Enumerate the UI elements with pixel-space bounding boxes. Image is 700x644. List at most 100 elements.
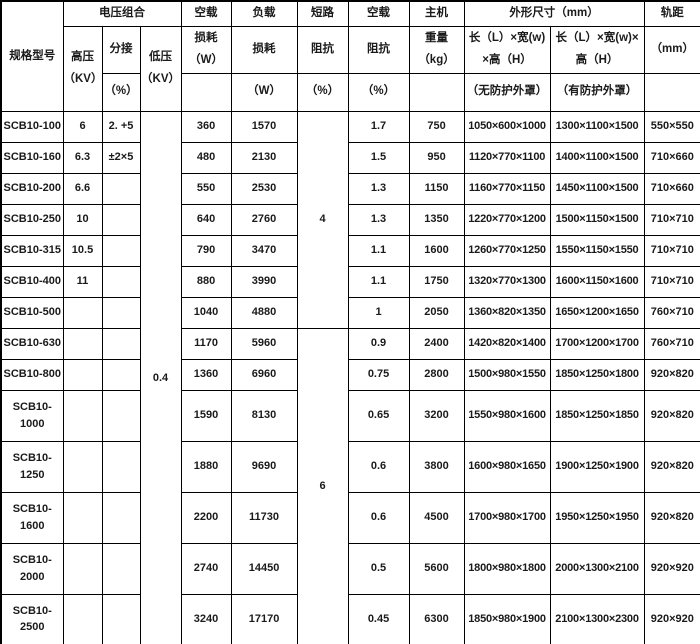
hv-cell [62,440,103,493]
noload-impedance-cell: 1.1 [347,265,410,298]
hv-cell: 6 [62,110,103,143]
weight-cell: 2400 [408,327,465,360]
model-cell: SCB10-250 [0,203,64,236]
dims-enclosed-note-header: （有防护外罩） [549,72,645,112]
dims-open-cell: 1850×980×1900 [463,593,551,644]
weight-cell: 1600 [408,234,465,267]
gauge-header: 轨距 [643,0,700,27]
gauge-cell: 550×550 [643,110,700,143]
dims-open-note-header: （无防护外罩） [463,72,551,112]
tap-cell [101,542,141,595]
dims-enclosed-cell: 1400×1100×1500 [549,141,645,174]
dims-open-cell: 1260×770×1250 [463,234,551,267]
voltage-group-header: 电压组合 [62,0,182,27]
noload-impedance-cell: 1 [347,296,410,329]
tap-cell [101,296,141,329]
load-group-header: 负载 [230,0,298,27]
tap-cell: ±2×5 [101,141,141,174]
noload-loss-cell: 1880 [180,440,232,493]
gauge-cell: 920×820 [643,491,700,544]
tap-cell: 2. +5 [101,110,141,143]
dims-open-cell: 1420×820×1400 [463,327,551,360]
gauge-cell: 710×710 [643,234,700,267]
weight-cell: 3800 [408,440,465,493]
table-row: SCB10-500 1040 4880 1 2050 1360×820×1350 1650×… [0,296,700,329]
hv-cell: 6.6 [62,172,103,205]
table-row: SCB10-400 11 880 3990 1.1 1750 1320×770×1300 16… [0,265,700,298]
dims-open-cell: 1800×980×1800 [463,542,551,595]
hv-cell [62,358,103,391]
gauge-cell: 760×710 [643,327,700,360]
model-cell: SCB10- 1250 [0,440,64,493]
noload-loss-cell: 1040 [180,296,232,329]
hv-cell [62,389,103,442]
model-cell: SCB10-100 [0,110,64,143]
dims-enclosed-header: 长（L）×宽(w)× 高（H） [549,25,645,74]
dims-open-cell: 1550×980×1600 [463,389,551,442]
tap-cell [101,234,141,267]
noload-impedance-cell: 1.1 [347,234,410,267]
hv-cell: 10 [62,203,103,236]
noload-impedance-cell: 0.6 [347,440,410,493]
noload-loss-cell: 880 [180,265,232,298]
gauge-cell: 710×710 [643,265,700,298]
dims-open-cell: 1220×770×1200 [463,203,551,236]
load-loss-cell: 11730 [230,491,298,544]
header-row-groups: 规格型号 电压组合 空载 负载 短路 空载 主机 外形尺寸（mm） 轨距 [0,0,700,112]
noload-loss-cell: 360 [180,110,232,143]
weight-header: 重量 （kg） [408,25,465,74]
noload-loss-cell: 1590 [180,389,232,442]
noload-loss-cell: 1360 [180,358,232,391]
load-loss-cell: 1570 [230,110,298,143]
noload-group-header: 空载 [180,0,232,27]
tap-cell [101,327,141,360]
noload-loss-cell: 790 [180,234,232,267]
gauge-cell: 920×820 [643,358,700,391]
load-loss-cell: 8130 [230,389,298,442]
hv-header: 高压 （KV） [62,25,103,112]
noload-loss-cell: 640 [180,203,232,236]
dims-enclosed-cell: 1650×1200×1650 [549,296,645,329]
model-cell: SCB10-315 [0,234,64,267]
noload-impedance-cell: 0.9 [347,327,410,360]
noload-loss-cell: 2740 [180,542,232,595]
weight-cell: 950 [408,141,465,174]
load-loss-cell: 14450 [230,542,298,595]
weight-cell: 1350 [408,203,465,236]
hv-cell [62,296,103,329]
load-loss-cell: 3470 [230,234,298,267]
tap-cell [101,172,141,205]
tap-unit-header: （%） [101,72,141,112]
weight-cell: 2050 [408,296,465,329]
dims-open-cell: 1600×980×1650 [463,440,551,493]
short-impedance-merged-cell: 6 [296,327,349,644]
noload-impedance-cell: 0.65 [347,389,410,442]
noload-impedance-cell: 1.3 [347,203,410,236]
hv-cell: 6.3 [62,141,103,174]
gauge-cell: 710×660 [643,172,700,205]
weight-cell: 6300 [408,593,465,644]
weight-cell: 750 [408,110,465,143]
noload-loss-cell: 1170 [180,327,232,360]
model-cell: SCB10-200 [0,172,64,205]
load-loss-cell: 2530 [230,172,298,205]
gauge-cell: 920×820 [643,389,700,442]
load-loss-header: 损耗 [230,25,298,74]
hv-cell: 10.5 [62,234,103,267]
lv-header: 低压 （KV） [139,25,182,112]
tap-cell [101,593,141,644]
model-cell: SCB10-800 [0,358,64,391]
weight-cell: 2800 [408,358,465,391]
noload-impedance-cell: 0.5 [347,542,410,595]
tap-header: 分接 [101,25,141,74]
load-loss-cell: 4880 [230,296,298,329]
model-cell: SCB10- 2500 [0,593,64,644]
short-impedance-unit-header: （%） [296,72,349,112]
noload-impedance-cell: 0.45 [347,593,410,644]
dims-open-cell: 1050×600×1000 [463,110,551,143]
noload-loss-cell: 550 [180,172,232,205]
lv-merged-cell: 0.4 [139,110,182,644]
noload-impedance-cell: 0.6 [347,491,410,544]
tap-cell [101,440,141,493]
